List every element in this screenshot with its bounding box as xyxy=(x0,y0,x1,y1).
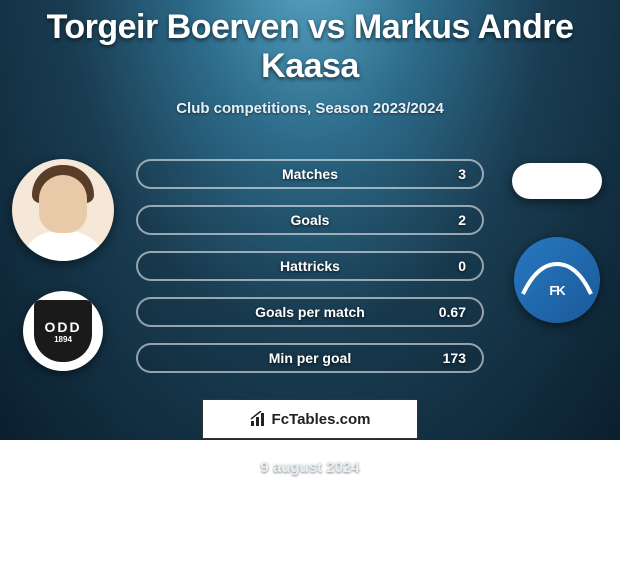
subtitle: Club competitions, Season 2023/2024 xyxy=(0,100,620,117)
chart-icon xyxy=(250,411,268,427)
club-right-name: FK xyxy=(549,283,564,298)
stat-right-value: 0 xyxy=(426,258,466,274)
stat-row: Min per goal173 xyxy=(136,343,484,373)
stats-list: Matches3Goals2Hattricks0Goals per match0… xyxy=(118,159,502,389)
stat-row: Goals2 xyxy=(136,205,484,235)
club-left-year: 1894 xyxy=(54,335,72,344)
player-right-column: FK xyxy=(502,159,612,323)
stat-row: Goals per match0.67 xyxy=(136,297,484,327)
player-right-avatar xyxy=(512,163,602,199)
club-left-name: ODD xyxy=(44,319,81,335)
page-title: Torgeir Boerven vs Markus Andre Kaasa xyxy=(0,0,620,86)
source-attribution: FcTables.com xyxy=(202,399,418,439)
player-left-avatar xyxy=(12,159,114,261)
stat-label: Hattricks xyxy=(194,258,426,274)
stat-row: Hattricks0 xyxy=(136,251,484,281)
player-right-club-badge: FK xyxy=(514,237,600,323)
comparison-panel: ODD 1894 Matches3 Goals2 Hattricks0 Goals p… xyxy=(0,159,620,389)
stat-right-value: 173 xyxy=(426,350,466,366)
stat-right-value: 0.67 xyxy=(426,304,466,320)
stat-row: Matches3 xyxy=(136,159,484,189)
source-text: FcTables.com xyxy=(272,411,371,428)
stat-label: Goals per match xyxy=(194,304,426,320)
date-text: 9 august 2024 xyxy=(0,459,620,476)
stat-right-value: 2 xyxy=(426,212,466,228)
stat-label: Matches xyxy=(194,166,426,182)
stat-right-value: 3 xyxy=(426,166,466,182)
player-left-column: ODD 1894 xyxy=(8,159,118,371)
stat-label: Goals xyxy=(194,212,426,228)
player-left-club-badge: ODD 1894 xyxy=(23,291,103,371)
stat-label: Min per goal xyxy=(194,350,426,366)
